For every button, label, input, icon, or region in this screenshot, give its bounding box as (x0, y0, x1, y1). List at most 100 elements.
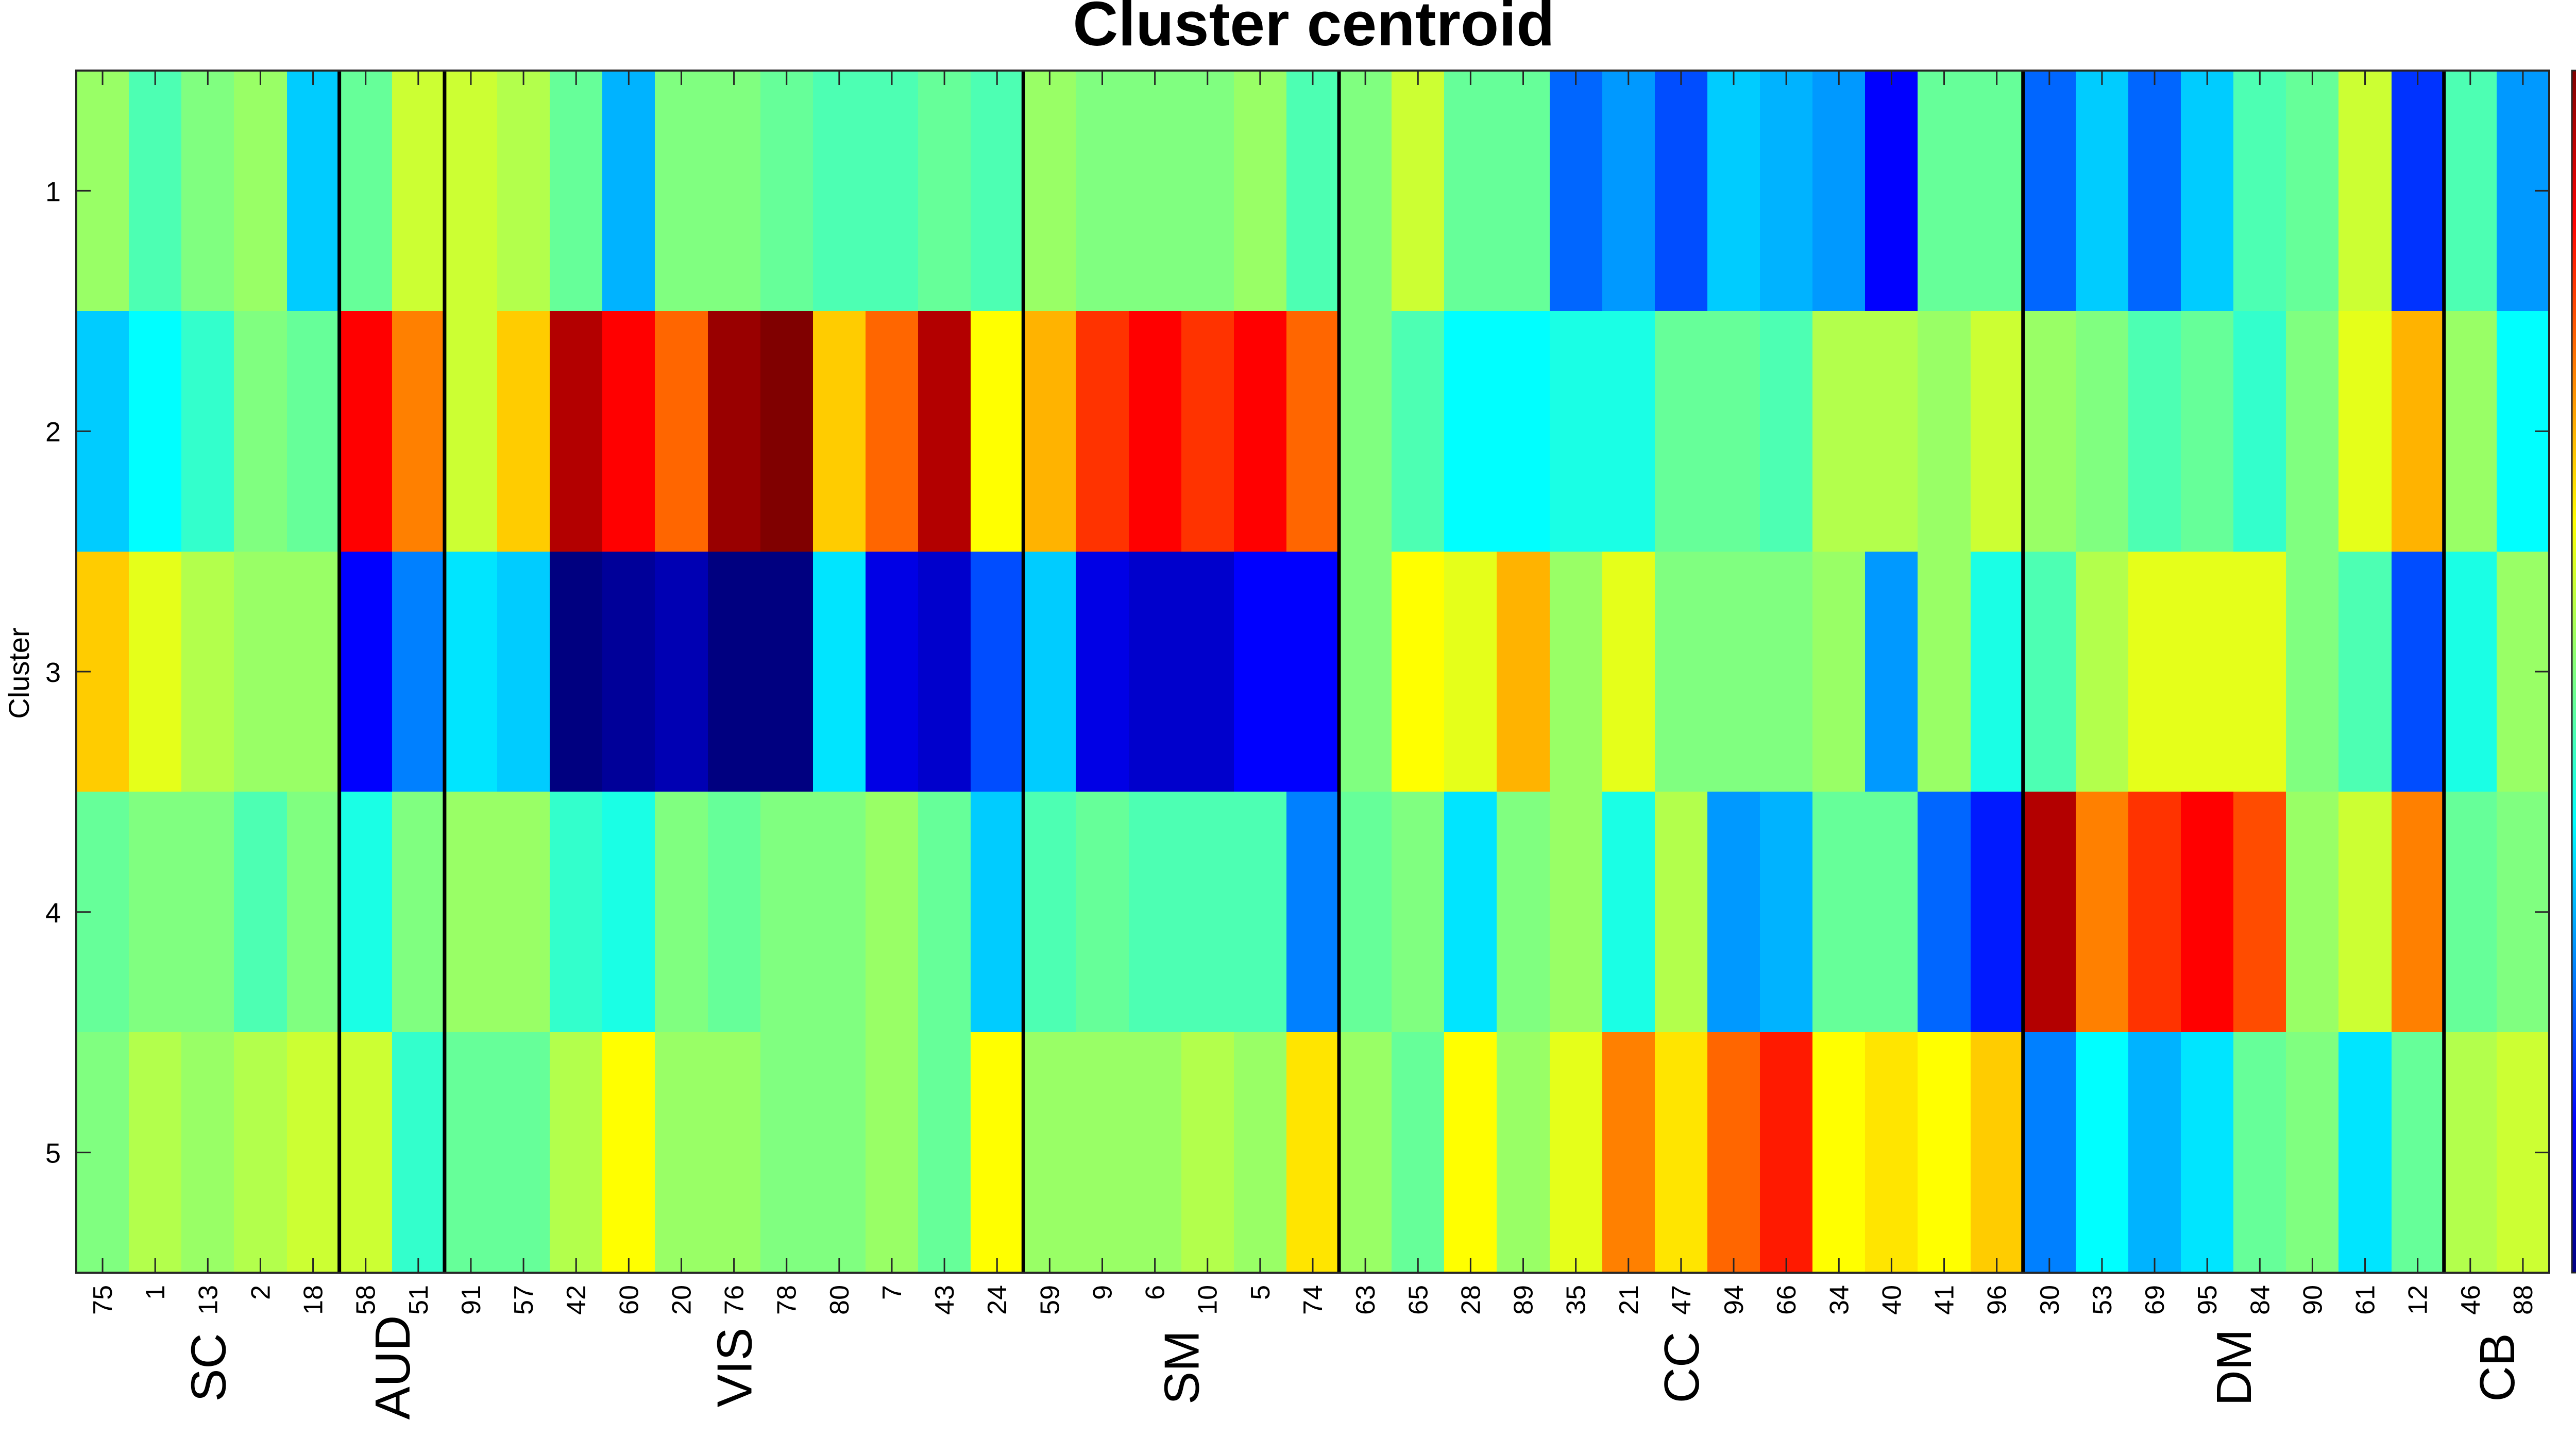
heatmap-cell (1971, 1032, 2024, 1273)
heatmap-cell (234, 311, 287, 552)
heatmap-cell (2023, 1032, 2076, 1273)
heatmap-cell (1023, 792, 1076, 1033)
heatmap-cell (2233, 71, 2286, 312)
heatmap-cell (1655, 792, 1708, 1033)
heatmap-cell (813, 1032, 866, 1273)
x-tick-label: 61 (2351, 1285, 2381, 1315)
heatmap-cell (1602, 71, 1655, 312)
x-tick-label: 76 (720, 1285, 750, 1315)
heatmap-cell (1918, 552, 1971, 792)
x-tick-label: 74 (1298, 1285, 1328, 1315)
x-tick-label: 24 (982, 1285, 1012, 1315)
heatmap-cell (1760, 71, 1813, 312)
heatmap-cell (1707, 71, 1760, 312)
heatmap-cell (1286, 71, 1340, 312)
heatmap-cell (1602, 1032, 1655, 1273)
heatmap-cell (2023, 552, 2076, 792)
heatmap-cell (1076, 1032, 1129, 1273)
heatmap-cell (1918, 71, 1971, 312)
heatmap-cell (655, 311, 708, 552)
heatmap-cell (181, 71, 234, 312)
heatmap-cell (2338, 1032, 2392, 1273)
heatmap-cell (445, 311, 498, 552)
heatmap-cell (918, 311, 971, 552)
y-tick-label: 5 (45, 1138, 61, 1169)
heatmap-cell (287, 71, 340, 312)
x-tick-label: 89 (1509, 1285, 1539, 1315)
heatmap-cell (2444, 792, 2497, 1033)
heatmap-cell (813, 792, 866, 1033)
heatmap-cell (497, 1032, 550, 1273)
x-tick-label: 80 (825, 1285, 855, 1315)
heatmap-cell (2181, 792, 2234, 1033)
heatmap-cell (1918, 1032, 1971, 1273)
heatmap-cell (1339, 792, 1392, 1033)
heatmap-cell (1865, 311, 1918, 552)
heatmap-cell (1812, 71, 1866, 312)
heatmap-cell (129, 792, 182, 1033)
heatmap-cell (1076, 311, 1129, 552)
heatmap-cell (2181, 311, 2234, 552)
x-tick-label: 65 (1403, 1285, 1433, 1315)
heatmap-cell (445, 1032, 498, 1273)
heatmap-cell (1602, 552, 1655, 792)
x-tick-label: 20 (667, 1285, 697, 1315)
heatmap-cell (2338, 71, 2392, 312)
heatmap-cell (2286, 311, 2339, 552)
heatmap-cell (1339, 552, 1392, 792)
heatmap-cell (181, 792, 234, 1033)
heatmap-cell (1550, 792, 1603, 1033)
heatmap-cell (1812, 552, 1866, 792)
heatmap-cell (2338, 552, 2392, 792)
x-tick-label: 51 (404, 1285, 434, 1315)
heatmap-cell (1392, 792, 1445, 1033)
x-tick-label: 6 (1141, 1285, 1171, 1300)
heatmap-cell (2286, 1032, 2339, 1273)
heatmap-cell (2392, 552, 2445, 792)
heatmap-cell (918, 1032, 971, 1273)
heatmap-cell (1444, 1032, 1497, 1273)
heatmap-cell (1707, 311, 1760, 552)
x-tick-label: 96 (1982, 1285, 2012, 1315)
heatmap-cell (1550, 71, 1603, 312)
heatmap-cell (1234, 71, 1287, 312)
heatmap-cell (2444, 552, 2497, 792)
heatmap-cell (1129, 1032, 1182, 1273)
heatmap-cell (445, 792, 498, 1033)
heatmap-cell (550, 792, 603, 1033)
heatmap-cell (1497, 792, 1550, 1033)
heatmap-cell (181, 552, 234, 792)
heatmap-cell (971, 552, 1024, 792)
heatmap-cell (1812, 311, 1866, 552)
heatmap-cell (287, 311, 340, 552)
group-label: CB (2470, 1333, 2525, 1401)
heatmap-cell (1760, 552, 1813, 792)
heatmap-cell (2076, 552, 2129, 792)
heatmap-cell (602, 792, 655, 1033)
chart-title: Cluster centroid (1073, 0, 1555, 59)
heatmap-cell (1655, 71, 1708, 312)
x-tick-label: 75 (88, 1285, 118, 1315)
heatmap-cell (129, 1032, 182, 1273)
heatmap-cell (1444, 311, 1497, 552)
heatmap-cell (2392, 792, 2445, 1033)
x-tick-label: 43 (930, 1285, 960, 1315)
heatmap-cell (2023, 311, 2076, 552)
heatmap-cell (1760, 311, 1813, 552)
heatmap-cell (1234, 792, 1287, 1033)
heatmap-cell (1339, 1032, 1392, 1273)
heatmap-cell (2233, 552, 2286, 792)
heatmap-cell (2023, 71, 2076, 312)
heatmap-cell (392, 71, 445, 312)
heatmap-cell (1707, 552, 1760, 792)
heatmap-cell (1392, 1032, 1445, 1273)
heatmap-cell (1812, 792, 1866, 1033)
x-tick-label: 90 (2298, 1285, 2328, 1315)
x-tick-label: 28 (1456, 1285, 1486, 1315)
y-axis-label: Cluster (3, 627, 35, 718)
heatmap-cell (340, 552, 393, 792)
x-tick-label: 94 (1719, 1285, 1749, 1315)
heatmap-cell (1076, 552, 1129, 792)
x-tick-label: 91 (456, 1285, 486, 1315)
